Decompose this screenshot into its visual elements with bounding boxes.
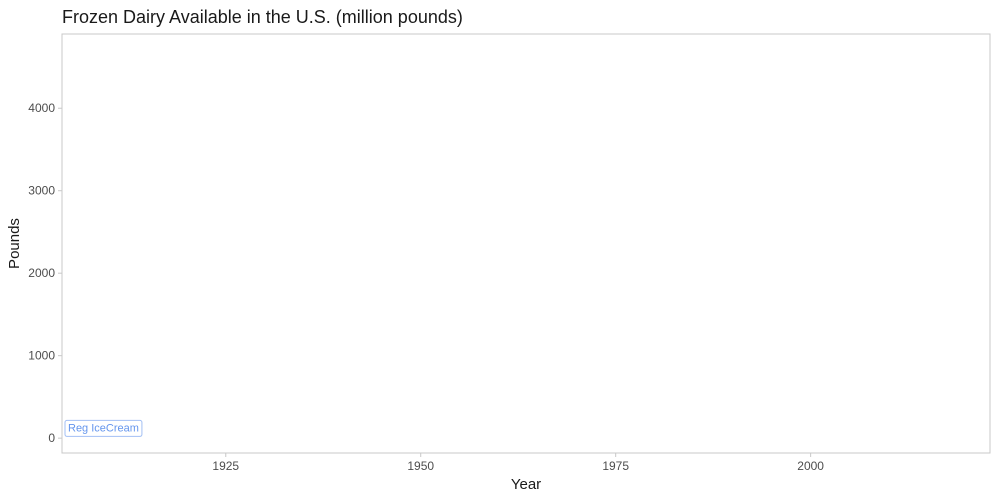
y-tick-label: 2000 [28, 266, 55, 280]
x-axis-title: Year [511, 476, 541, 493]
y-tick-label: 0 [48, 431, 55, 445]
x-tick-label: 1925 [212, 459, 239, 473]
y-tick-label: 1000 [28, 349, 55, 363]
plot-panel [61, 33, 991, 454]
x-axis-ticks: 1925 1950 1975 2000 [212, 453, 824, 473]
chart-title: Frozen Dairy Available in the U.S. (mill… [62, 7, 463, 27]
series-label-text: Reg IceCream [68, 422, 139, 434]
x-tick-label: 2000 [797, 459, 824, 473]
series-layer: Reg IceCream [64, 419, 143, 437]
series-label-box [64, 419, 143, 437]
x-tick-label: 1950 [407, 459, 434, 473]
series-label: Reg IceCream [64, 419, 143, 437]
x-tick-label: 1975 [602, 459, 629, 473]
y-axis-ticks: 0 1000 2000 3000 4000 [28, 101, 62, 445]
y-tick-label: 3000 [28, 184, 55, 198]
y-axis-title: Pounds [6, 218, 23, 269]
y-tick-label: 4000 [28, 101, 55, 115]
